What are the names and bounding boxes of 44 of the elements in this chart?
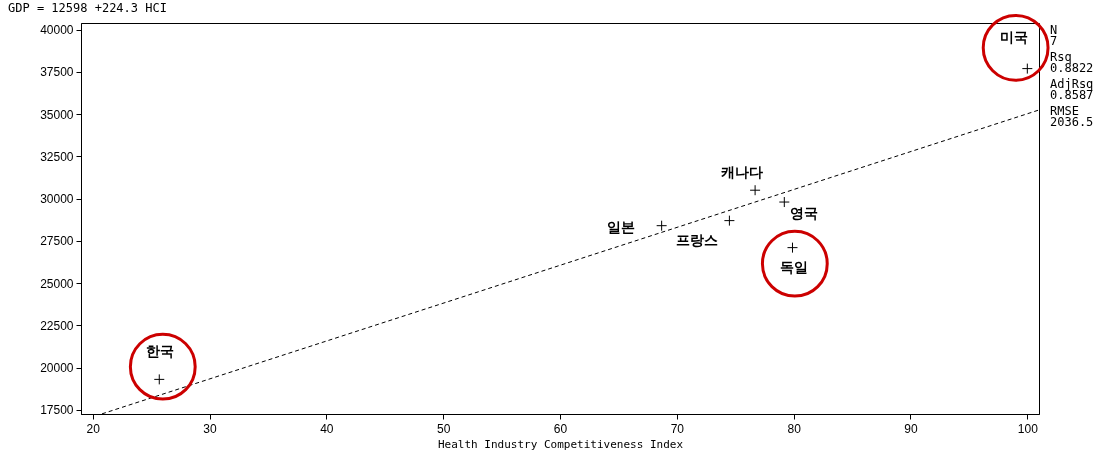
point [723, 215, 735, 227]
text: RMSE [1050, 104, 1079, 118]
x-tick-label: 70 [670, 421, 685, 436]
y-tick-label: 35000 [40, 107, 74, 122]
x-tick-label: 100 [1017, 421, 1039, 436]
y-tick-label: 37500 [40, 65, 74, 80]
x-tick-label: 30 [203, 421, 218, 436]
y-tick-label: 32500 [40, 149, 74, 164]
annotation: 캐나다 [721, 164, 764, 181]
y-tick-label: 22500 [40, 318, 74, 333]
text: 2036.5 [1050, 115, 1094, 129]
x-axis-title: Health Industry Competitiveness Index [437, 437, 684, 451]
annotation: 독일 [780, 258, 809, 275]
annotation: 프랑스 [676, 231, 719, 248]
annotation: 미국 [1000, 28, 1029, 45]
y-tick-label: 17500 [40, 403, 74, 418]
x-tick-label: 40 [320, 421, 334, 436]
point [981, 13, 1050, 82]
text: Rsq [1050, 50, 1072, 64]
point [786, 242, 798, 254]
y-tick-label: 27500 [40, 234, 74, 249]
text: N [1050, 23, 1058, 37]
text: AdjRsq [1050, 77, 1094, 91]
point [1021, 63, 1033, 75]
x-tick-label: 90 [904, 421, 918, 436]
annotation: 한국 [146, 343, 175, 360]
y-tick-label: 25000 [40, 276, 74, 291]
point [778, 196, 790, 208]
point [760, 229, 829, 298]
point [153, 373, 165, 385]
x-tick-label: 50 [436, 421, 451, 436]
text: 7 [1050, 34, 1058, 48]
x-tick-label: 20 [86, 421, 101, 436]
y-tick-label: 30000 [40, 192, 74, 207]
point [656, 220, 668, 232]
point [128, 332, 197, 401]
y-tick-label: 20000 [40, 361, 74, 376]
x-tick-label: 80 [787, 421, 802, 436]
x-tick-label: 60 [553, 421, 568, 436]
annotation: 일본 [606, 218, 635, 235]
chart-title: GDP = 12598 +224.3 HCI [8, 1, 167, 15]
point [749, 184, 761, 196]
y-tick-label: 40000 [40, 23, 74, 38]
annotation: 영국 [790, 205, 819, 222]
